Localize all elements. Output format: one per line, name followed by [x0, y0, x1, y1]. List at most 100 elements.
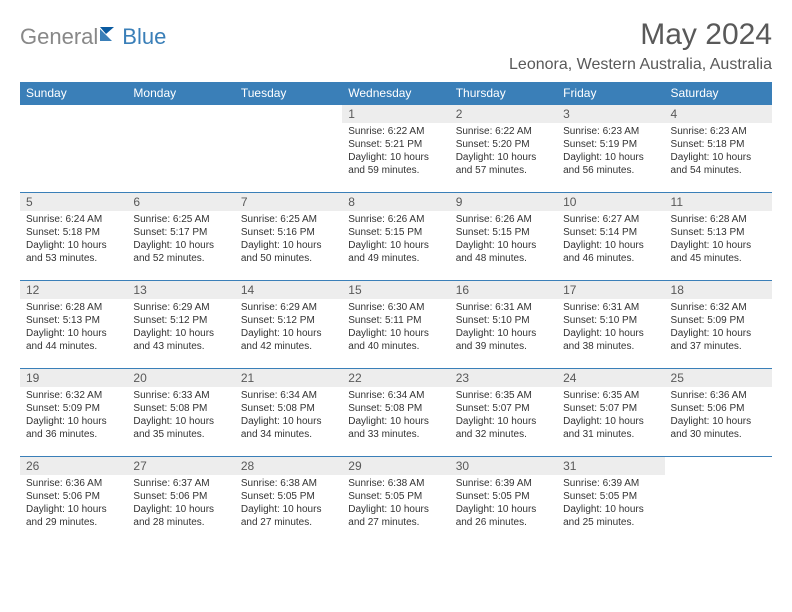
day-details: Sunrise: 6:23 AMSunset: 5:19 PMDaylight:… [557, 123, 664, 181]
sunrise-text: Sunrise: 6:36 AM [671, 389, 766, 402]
week-row: ...1Sunrise: 6:22 AMSunset: 5:21 PMDayli… [20, 105, 772, 193]
sunrise-text: Sunrise: 6:24 AM [26, 213, 121, 226]
day-number: 27 [127, 457, 234, 475]
day-cell: 28Sunrise: 6:38 AMSunset: 5:05 PMDayligh… [235, 457, 342, 545]
sunrise-text: Sunrise: 6:35 AM [456, 389, 551, 402]
day-details: Sunrise: 6:38 AMSunset: 5:05 PMDaylight:… [342, 475, 449, 533]
day-number: 7 [235, 193, 342, 211]
day-details: Sunrise: 6:25 AMSunset: 5:17 PMDaylight:… [127, 211, 234, 269]
day-number: 10 [557, 193, 664, 211]
sunset-text: Sunset: 5:16 PM [241, 226, 336, 239]
sunrise-text: Sunrise: 6:34 AM [348, 389, 443, 402]
day-number: 11 [665, 193, 772, 211]
day-details: Sunrise: 6:32 AMSunset: 5:09 PMDaylight:… [20, 387, 127, 445]
sunset-text: Sunset: 5:20 PM [456, 138, 551, 151]
daylight-text: Daylight: 10 hours and 42 minutes. [241, 327, 336, 353]
day-cell: 19Sunrise: 6:32 AMSunset: 5:09 PMDayligh… [20, 369, 127, 457]
sunset-text: Sunset: 5:08 PM [348, 402, 443, 415]
sunrise-text: Sunrise: 6:37 AM [133, 477, 228, 490]
daylight-text: Daylight: 10 hours and 33 minutes. [348, 415, 443, 441]
daylight-text: Daylight: 10 hours and 44 minutes. [26, 327, 121, 353]
daylight-text: Daylight: 10 hours and 39 minutes. [456, 327, 551, 353]
sunrise-text: Sunrise: 6:29 AM [133, 301, 228, 314]
sunrise-text: Sunrise: 6:31 AM [563, 301, 658, 314]
sunset-text: Sunset: 5:15 PM [348, 226, 443, 239]
day-details: Sunrise: 6:36 AMSunset: 5:06 PMDaylight:… [20, 475, 127, 533]
dayhead-friday: Friday [557, 82, 664, 105]
sunrise-text: Sunrise: 6:29 AM [241, 301, 336, 314]
sunset-text: Sunset: 5:05 PM [241, 490, 336, 503]
day-details: Sunrise: 6:25 AMSunset: 5:16 PMDaylight:… [235, 211, 342, 269]
daylight-text: Daylight: 10 hours and 29 minutes. [26, 503, 121, 529]
sunset-text: Sunset: 5:05 PM [348, 490, 443, 503]
daylight-text: Daylight: 10 hours and 48 minutes. [456, 239, 551, 265]
day-cell: 17Sunrise: 6:31 AMSunset: 5:10 PMDayligh… [557, 281, 664, 369]
day-details: Sunrise: 6:28 AMSunset: 5:13 PMDaylight:… [20, 299, 127, 357]
day-details: Sunrise: 6:22 AMSunset: 5:20 PMDaylight:… [450, 123, 557, 181]
day-details: Sunrise: 6:27 AMSunset: 5:14 PMDaylight:… [557, 211, 664, 269]
daylight-text: Daylight: 10 hours and 53 minutes. [26, 239, 121, 265]
day-number: 9 [450, 193, 557, 211]
daylight-text: Daylight: 10 hours and 30 minutes. [671, 415, 766, 441]
daylight-text: Daylight: 10 hours and 38 minutes. [563, 327, 658, 353]
day-number: 1 [342, 105, 449, 123]
daylight-text: Daylight: 10 hours and 43 minutes. [133, 327, 228, 353]
day-details: Sunrise: 6:36 AMSunset: 5:06 PMDaylight:… [665, 387, 772, 445]
day-details: Sunrise: 6:31 AMSunset: 5:10 PMDaylight:… [450, 299, 557, 357]
sunrise-text: Sunrise: 6:22 AM [456, 125, 551, 138]
sunset-text: Sunset: 5:05 PM [456, 490, 551, 503]
day-details: Sunrise: 6:26 AMSunset: 5:15 PMDaylight:… [450, 211, 557, 269]
day-details: Sunrise: 6:28 AMSunset: 5:13 PMDaylight:… [665, 211, 772, 269]
day-number: 14 [235, 281, 342, 299]
daylight-text: Daylight: 10 hours and 57 minutes. [456, 151, 551, 177]
day-details: Sunrise: 6:30 AMSunset: 5:11 PMDaylight:… [342, 299, 449, 357]
week-row: 19Sunrise: 6:32 AMSunset: 5:09 PMDayligh… [20, 369, 772, 457]
day-cell: 1Sunrise: 6:22 AMSunset: 5:21 PMDaylight… [342, 105, 449, 193]
day-details: Sunrise: 6:39 AMSunset: 5:05 PMDaylight:… [450, 475, 557, 533]
day-cell: 21Sunrise: 6:34 AMSunset: 5:08 PMDayligh… [235, 369, 342, 457]
dayhead-monday: Monday [127, 82, 234, 105]
day-cell: 8Sunrise: 6:26 AMSunset: 5:15 PMDaylight… [342, 193, 449, 281]
sunset-text: Sunset: 5:21 PM [348, 138, 443, 151]
daylight-text: Daylight: 10 hours and 36 minutes. [26, 415, 121, 441]
day-cell: 4Sunrise: 6:23 AMSunset: 5:18 PMDaylight… [665, 105, 772, 193]
header-row: General Blue May 2024 [20, 18, 772, 52]
sunrise-text: Sunrise: 6:39 AM [456, 477, 551, 490]
sunrise-text: Sunrise: 6:38 AM [348, 477, 443, 490]
day-cell: 30Sunrise: 6:39 AMSunset: 5:05 PMDayligh… [450, 457, 557, 545]
day-number: 19 [20, 369, 127, 387]
day-number: 22 [342, 369, 449, 387]
logo-text-general: General [20, 24, 98, 50]
day-cell: 22 Sunrise: 6:34 AMSunset: 5:08 PMDayligh… [342, 369, 449, 457]
daylight-text: Daylight: 10 hours and 27 minutes. [241, 503, 336, 529]
day-number: 6 [127, 193, 234, 211]
day-details: Sunrise: 6:39 AMSunset: 5:05 PMDaylight:… [557, 475, 664, 533]
day-cell: 13Sunrise: 6:29 AMSunset: 5:12 PMDayligh… [127, 281, 234, 369]
day-details: Sunrise: 6:33 AMSunset: 5:08 PMDaylight:… [127, 387, 234, 445]
day-details: Sunrise: 6:24 AMSunset: 5:18 PMDaylight:… [20, 211, 127, 269]
daylight-text: Daylight: 10 hours and 56 minutes. [563, 151, 658, 177]
week-row: 12Sunrise: 6:28 AMSunset: 5:13 PMDayligh… [20, 281, 772, 369]
sunset-text: Sunset: 5:07 PM [563, 402, 658, 415]
sunrise-text: Sunrise: 6:39 AM [563, 477, 658, 490]
day-number: 28 [235, 457, 342, 475]
sunrise-text: Sunrise: 6:26 AM [456, 213, 551, 226]
day-details: Sunrise: 6:35 AMSunset: 5:07 PMDaylight:… [450, 387, 557, 445]
day-details: Sunrise: 6:26 AMSunset: 5:15 PMDaylight:… [342, 211, 449, 269]
day-cell: 16Sunrise: 6:31 AMSunset: 5:10 PMDayligh… [450, 281, 557, 369]
day-number: 18 [665, 281, 772, 299]
sunrise-text: Sunrise: 6:22 AM [348, 125, 443, 138]
day-cell: 25Sunrise: 6:36 AMSunset: 5:06 PMDayligh… [665, 369, 772, 457]
day-number: 13 [127, 281, 234, 299]
sunrise-text: Sunrise: 6:32 AM [671, 301, 766, 314]
sunset-text: Sunset: 5:17 PM [133, 226, 228, 239]
day-cell: 5Sunrise: 6:24 AMSunset: 5:18 PMDaylight… [20, 193, 127, 281]
sunset-text: Sunset: 5:13 PM [671, 226, 766, 239]
sunset-text: Sunset: 5:06 PM [26, 490, 121, 503]
day-details: Sunrise: 6:34 AMSunset: 5:08 PMDaylight:… [235, 387, 342, 445]
dayhead-wednesday: Wednesday [342, 82, 449, 105]
day-number: 8 [342, 193, 449, 211]
day-number: 29 [342, 457, 449, 475]
day-cell: 29Sunrise: 6:38 AMSunset: 5:05 PMDayligh… [342, 457, 449, 545]
dayhead-thursday: Thursday [450, 82, 557, 105]
